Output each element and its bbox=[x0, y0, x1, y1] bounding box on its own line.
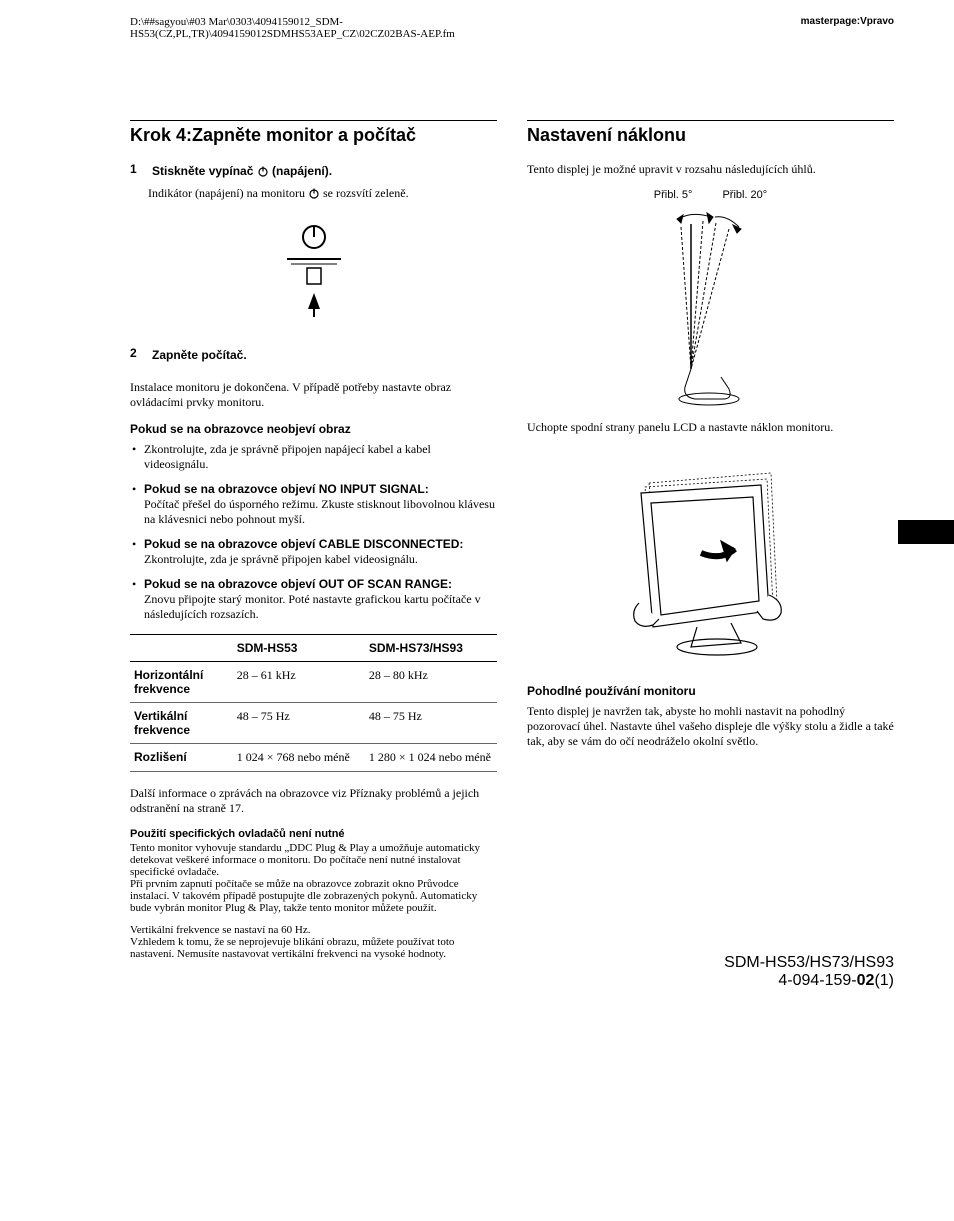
step1-title-a: Stiskněte vypínač bbox=[152, 164, 257, 178]
bullet-4: Pokud se na obrazovce objeví OUT OF SCAN… bbox=[130, 577, 497, 622]
step1-number: 1 bbox=[130, 162, 148, 176]
drivers-p1: Tento monitor vyhovuje standardu „DDC Pl… bbox=[130, 842, 497, 914]
tilt-intro: Tento displej je možné upravit v rozsahu… bbox=[527, 162, 894, 177]
spec-r2b: 48 – 75 Hz bbox=[365, 703, 497, 744]
footer-ver-c: (1) bbox=[874, 972, 894, 989]
drivers-heading: Použití specifických ovladačů není nutné bbox=[130, 828, 497, 840]
bullet-4-heading: Pokud se na obrazovce objeví OUT OF SCAN… bbox=[144, 577, 452, 591]
step1-body-b: se rozsvítí zeleně. bbox=[320, 186, 409, 200]
comfort-heading: Pohodlné používání monitoru bbox=[527, 684, 894, 698]
more-info-text: Další informace o zprávách na obrazovce … bbox=[130, 786, 497, 816]
bullet-3-body: Zkontrolujte, zda je správně připojen ka… bbox=[144, 552, 497, 567]
power-icon bbox=[257, 164, 269, 182]
no-image-heading: Pokud se na obrazovce neobjeví obraz bbox=[130, 422, 497, 436]
bullet-1: Zkontrolujte, zda je správně připojen na… bbox=[130, 442, 497, 472]
bullet-2-body: Počítač přešel do úsporného režimu. Zkus… bbox=[144, 497, 497, 527]
spec-col1: SDM-HS53 bbox=[233, 635, 365, 662]
file-path: D:\##sagyou\#03 Mar\0303\4094159012_SDM-… bbox=[130, 16, 630, 40]
footer-model: SDM-HS53/HS73/HS93 bbox=[724, 954, 894, 972]
spec-r1b: 28 – 80 kHz bbox=[365, 662, 497, 703]
masterpage-label: masterpage:Vpravo bbox=[801, 16, 894, 40]
spec-col2: SDM-HS73/HS93 bbox=[365, 635, 497, 662]
power-button-figure bbox=[130, 211, 497, 346]
comfort-text: Tento displej je navržen tak, abyste ho … bbox=[527, 704, 894, 749]
tilt-label-5: Přibl. 5° bbox=[654, 189, 693, 201]
spec-r2a: 48 – 75 Hz bbox=[233, 703, 365, 744]
power-icon bbox=[308, 187, 320, 203]
grab-text: Uchopte spodní strany panelu LCD a nasta… bbox=[527, 420, 894, 435]
spec-r1a: 28 – 61 kHz bbox=[233, 662, 365, 703]
tilt-monitor-figure bbox=[527, 447, 894, 684]
left-section-title: Krok 4:Zapněte monitor a počítač bbox=[130, 125, 497, 146]
spec-r3h: Rozlišení bbox=[130, 744, 233, 772]
spec-r3b: 1 280 × 1 024 nebo méně bbox=[365, 744, 497, 772]
step2-title: Zapněte počítač. bbox=[152, 348, 247, 362]
section-rule bbox=[527, 120, 894, 121]
bullet-3-heading: Pokud se na obrazovce objeví CABLE DISCO… bbox=[144, 537, 463, 551]
footer-ver-a: 4-094-159- bbox=[778, 972, 856, 989]
spec-r2h: Vertikální frekvence bbox=[130, 703, 233, 744]
side-tab bbox=[898, 520, 954, 544]
step2-number: 2 bbox=[130, 346, 148, 360]
spec-r1h: Horizontální frekvence bbox=[130, 662, 233, 703]
right-section-title: Nastavení náklonu bbox=[527, 125, 894, 146]
step1-body-a: Indikátor (napájení) na monitoru bbox=[148, 186, 308, 200]
footer: SDM-HS53/HS73/HS93 4-094-159-02(1) bbox=[724, 954, 894, 990]
install-done-text: Instalace monitoru je dokončena. V přípa… bbox=[130, 380, 497, 410]
drivers-p2: Vertikální frekvence se nastaví na 60 Hz… bbox=[130, 924, 497, 960]
bullet-1-text: Zkontrolujte, zda je správně připojen na… bbox=[144, 442, 431, 471]
bullet-4-body: Znovu připojte starý monitor. Poté nasta… bbox=[144, 592, 497, 622]
section-rule bbox=[130, 120, 497, 121]
footer-ver-b: 02 bbox=[857, 972, 875, 989]
spec-table: SDM-HS53 SDM-HS73/HS93 Horizontální frek… bbox=[130, 634, 497, 772]
step1-title-b: (napájení). bbox=[269, 164, 332, 178]
bullet-3: Pokud se na obrazovce objeví CABLE DISCO… bbox=[130, 537, 497, 567]
tilt-angle-figure bbox=[527, 203, 894, 420]
spec-r3a: 1 024 × 768 nebo méně bbox=[233, 744, 365, 772]
bullet-2: Pokud se na obrazovce objeví NO INPUT SI… bbox=[130, 482, 497, 527]
tilt-label-20: Přibl. 20° bbox=[722, 189, 767, 201]
bullet-2-heading: Pokud se na obrazovce objeví NO INPUT SI… bbox=[144, 482, 429, 496]
